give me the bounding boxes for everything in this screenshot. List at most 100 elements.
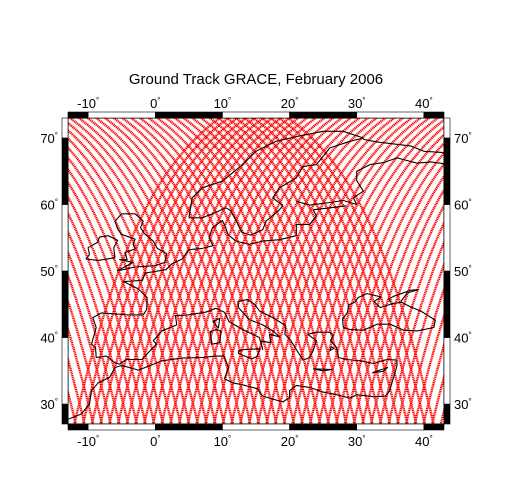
ground-track-pass — [361, 187, 444, 424]
lon-tick-label-top: -10° — [77, 96, 99, 111]
ground-track-pass — [378, 220, 444, 424]
lat-tick-label-left: 50° — [40, 264, 58, 279]
ground-track-pass — [68, 249, 121, 424]
frame-bar-lat — [61, 204, 69, 272]
ground-track-layer — [68, 118, 444, 424]
ground-track-pass — [138, 118, 287, 424]
lon-tick-label-bottom: 40° — [415, 434, 433, 449]
ground-track-pass — [103, 118, 252, 424]
ground-track-pass — [120, 118, 270, 424]
lat-tick-label-left: 40° — [40, 331, 58, 346]
ground-track-pass — [207, 118, 357, 424]
frame-bar-lon — [423, 423, 445, 431]
bottom-longitude-labels: -10° 0° 10° 20° 30° 40° — [77, 434, 433, 449]
ground-track-pass — [68, 128, 200, 424]
ground-track-pass — [190, 118, 339, 424]
right-latitude-labels: 30° 40° 50° 60° 70° — [454, 131, 472, 412]
frame-bar-lon — [154, 423, 223, 431]
ground-track-pass — [260, 118, 409, 424]
lon-tick-label-bottom: 30° — [348, 434, 366, 449]
ground-track-pass — [164, 118, 313, 424]
lon-tick-label-top: 0° — [150, 96, 160, 111]
coastline — [342, 293, 436, 332]
coastline — [209, 328, 222, 345]
coastline — [296, 138, 444, 206]
ground-track-pass — [216, 118, 366, 424]
frame-bar-lat — [61, 270, 69, 338]
ground-track-pass — [277, 118, 427, 424]
ground-track-pass — [68, 136, 191, 424]
ground-track-pass — [268, 118, 418, 424]
ground-track-pass — [251, 118, 401, 424]
coastline — [372, 366, 389, 374]
ground-track-pass — [68, 229, 130, 424]
frame-bar-lon — [356, 423, 425, 431]
frame-bar-lat — [61, 137, 69, 205]
frame-bar-lon — [67, 111, 89, 119]
frame-bar-lon — [289, 423, 358, 431]
map-frame — [61, 111, 451, 431]
coastline — [388, 289, 420, 303]
frame-bar-lat — [443, 117, 451, 139]
coastline — [329, 346, 335, 352]
ground-track-pass — [68, 146, 182, 424]
lat-tick-label-left: 60° — [40, 197, 58, 212]
ground-track-pass — [94, 118, 243, 424]
frame-bar-lon — [289, 111, 358, 119]
coastline — [114, 213, 168, 272]
lat-tick-label-left: 70° — [40, 131, 58, 146]
ground-track-pass — [68, 156, 174, 424]
ground-track-pass — [68, 121, 209, 424]
ground-track-pass — [369, 203, 444, 424]
ground-track-pass — [68, 422, 69, 424]
frame-bar-lon — [356, 111, 425, 119]
lon-tick-label-bottom: 10° — [214, 434, 232, 449]
frame-bar-lat — [443, 270, 451, 338]
frame-bar-lon — [423, 111, 445, 119]
ground-track-pass — [68, 118, 217, 424]
lat-tick-label-right: 40° — [454, 331, 472, 346]
coastline-layer — [68, 130, 444, 420]
left-latitude-labels: 30° 40° 50° 60° 70° — [40, 131, 58, 412]
ground-track-pass — [68, 194, 147, 424]
lat-tick-label-right: 50° — [454, 264, 472, 279]
frame-bar-lat — [443, 403, 451, 425]
frame-bar-lon — [87, 423, 156, 431]
frame-bar-lon — [222, 111, 290, 119]
lon-tick-label-top: 20° — [281, 96, 299, 111]
ground-track-pass — [286, 118, 435, 424]
ground-track-pass — [242, 118, 392, 424]
coastline — [85, 235, 119, 261]
ground-track-pass — [129, 118, 278, 424]
lon-tick-label-bottom: 0° — [150, 434, 160, 449]
coastline — [208, 205, 347, 245]
ground-track-pass — [199, 118, 348, 424]
lon-tick-label-top: 10° — [214, 96, 232, 111]
ground-track-pass — [352, 174, 444, 424]
ground-track-pass — [387, 239, 444, 424]
ground-track-pass — [172, 118, 322, 424]
ground-track-pass — [68, 210, 139, 424]
lon-tick-label-bottom: -10° — [77, 434, 99, 449]
map-title: Ground Track GRACE, February 2006 — [129, 71, 383, 88]
frame-bar-lat — [443, 204, 451, 272]
top-longitude-labels: -10° 0° 10° 20° 30° 40° — [77, 96, 433, 111]
frame-bar-lat — [61, 337, 69, 405]
coastline — [312, 368, 333, 372]
frame-bar-lon — [87, 111, 156, 119]
lon-tick-label-top: 30° — [348, 96, 366, 111]
lon-tick-label-top: 40° — [415, 96, 433, 111]
ground-track-pass — [155, 118, 305, 424]
ground-track-pass — [85, 118, 235, 424]
frame-bar-lat — [443, 337, 451, 405]
coastline — [212, 317, 221, 329]
ground-track-pass — [225, 118, 374, 424]
coastline — [188, 130, 364, 236]
lat-tick-label-right: 70° — [454, 131, 472, 146]
frame-bar-lon — [67, 423, 89, 431]
frame-bar-lon — [222, 423, 290, 431]
coastline — [68, 237, 398, 420]
ground-track-pass — [76, 118, 226, 424]
lat-tick-label-right: 60° — [454, 197, 472, 212]
